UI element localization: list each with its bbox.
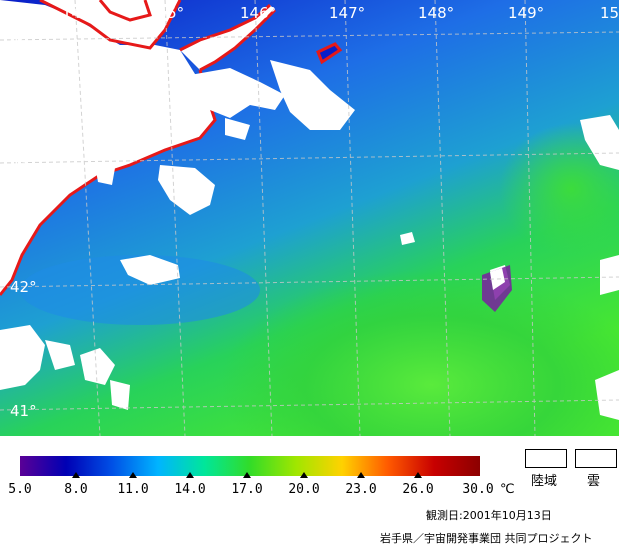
scale-label: 14.0 [174,482,206,497]
scale-tick-marker [129,472,137,478]
lat-label: 43° [10,154,37,172]
cloud-legend-label: 雲 [587,474,601,489]
lon-label: 15 [600,4,619,22]
lon-label: 147° [329,4,365,22]
scale-tick-marker [414,472,422,478]
lat-label: 44° [10,30,37,48]
lon-label: 144° [62,4,98,22]
hokkaido-land [0,0,215,295]
scale-tick-marker [357,472,365,478]
scale-label: 8.0 [64,482,88,497]
credit-line: 岩手県／宇宙開発事業団 共同プロジェクト [380,532,593,545]
lon-label: 149° [508,4,544,22]
scale-tick-marker [186,472,194,478]
temperature-color-bar [20,456,480,476]
scale-label: 20.0 [288,482,320,497]
lat-label: 42° [10,278,37,296]
scale-label: 26.0 [402,482,434,497]
scale-label: 5.0 [8,482,32,497]
scale-label: 30.0 [462,482,494,497]
scale-tick-marker [72,472,80,478]
scale-label: 11.0 [117,482,149,497]
etorofu-island [316,42,343,65]
land-legend-swatch [525,449,567,468]
scale-tick-marker [243,472,251,478]
observation-date: 観測日:2001年10月13日 [426,509,552,522]
scale-label: 23.0 [345,482,377,497]
cold-spot [482,265,512,312]
cold-water-tongue [20,255,260,325]
lat-label: 41° [10,402,37,420]
graticule [0,0,619,436]
lon-label: 148° [418,4,454,22]
lon-label: 146° [240,4,276,22]
land-legend-label: 陸域 [531,474,558,489]
cloud-legend-swatch [575,449,617,468]
coastline [0,0,277,296]
kunashiri-island [100,0,150,20]
scale-label: 17.0 [231,482,263,497]
lon-label: 145° [148,4,184,22]
sea-surface-temperature-map: 144° 145° 146° 147° 148° 149° 15 44° 43°… [0,0,619,436]
temperature-unit: ℃ [500,482,515,497]
scale-tick-marker [300,472,308,478]
